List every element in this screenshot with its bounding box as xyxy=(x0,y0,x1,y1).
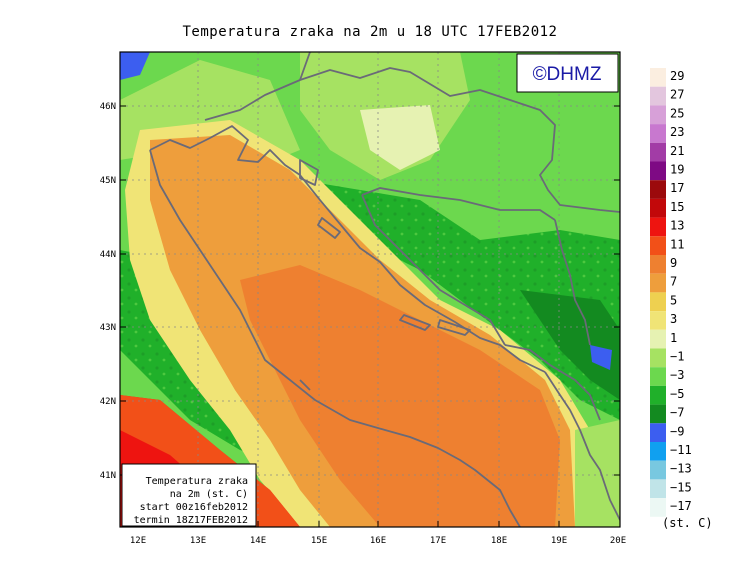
lat-label: 46N xyxy=(100,102,116,112)
legend-swatch xyxy=(650,442,666,461)
legend-swatch xyxy=(650,198,666,218)
field-dark-green xyxy=(520,290,620,400)
legend-label: 17 xyxy=(670,181,684,195)
legend-swatch xyxy=(650,367,666,386)
legend-swatch xyxy=(650,311,666,330)
map-frame xyxy=(119,51,621,528)
legend-label: 21 xyxy=(670,144,684,158)
lat-label: 43N xyxy=(100,323,116,333)
legend-swatch xyxy=(650,385,666,405)
legend-swatch xyxy=(650,273,666,293)
legend-label: 27 xyxy=(670,88,684,102)
lon-label: 15E xyxy=(311,536,327,546)
field-north-pale xyxy=(360,105,440,170)
lat-label: 42N xyxy=(100,397,116,407)
info-line: start 00z16feb2012 xyxy=(140,502,248,513)
coastlines xyxy=(149,125,546,527)
legend-swatch xyxy=(650,180,666,199)
legend-label: −15 xyxy=(670,480,692,494)
lat-label: 41N xyxy=(100,471,116,481)
legend-label: 23 xyxy=(670,125,684,139)
legend-label: −1 xyxy=(670,350,684,364)
legend-label: 19 xyxy=(670,163,684,177)
legend-label: −11 xyxy=(670,443,692,457)
info-line: Temperatura zraka xyxy=(146,476,248,487)
legend-label: 3 xyxy=(670,312,677,326)
legend-label: 29 xyxy=(670,69,684,83)
legend-swatch xyxy=(650,86,666,106)
graticule xyxy=(120,52,620,527)
field-blue-patch xyxy=(590,345,612,370)
legend-swatch xyxy=(650,348,666,368)
lon-label: 16E xyxy=(370,536,386,546)
lon-label: 13E xyxy=(190,536,206,546)
legend-label: 15 xyxy=(670,200,684,214)
legend-swatch xyxy=(650,479,666,499)
legend-label: 1 xyxy=(670,331,677,345)
legend-swatch xyxy=(650,404,666,424)
legend-swatch xyxy=(650,124,666,143)
lon-label: 18E xyxy=(491,536,507,546)
legend-label: 9 xyxy=(670,256,677,270)
map-title: Temperatura zraka na 2m u 18 UTC 17FEB20… xyxy=(182,24,558,40)
legend-label: −17 xyxy=(670,499,692,513)
legend-label: 25 xyxy=(670,106,684,120)
legend-swatch xyxy=(650,236,666,255)
legend-swatch xyxy=(650,292,666,312)
legend-swatch xyxy=(650,423,666,442)
legend-swatch xyxy=(650,142,666,162)
legend-label: 7 xyxy=(670,275,677,289)
borders xyxy=(204,52,620,521)
lon-label: 20E xyxy=(610,536,626,546)
color-legend: 29 27 25 23 21 19 17 15 13 11 9 7 5 3 1 −1 −3 −5 −7 −9 −11 −1… xyxy=(650,68,692,517)
logo-text: ©DHMZ xyxy=(533,64,602,85)
field-deep-orange xyxy=(240,265,560,527)
lon-label: 14E xyxy=(250,536,266,546)
lon-labels: 12E 13E 14E 15E 16E 17E 18E 19E 20E xyxy=(130,536,626,546)
temperature-field xyxy=(120,52,620,527)
legend-label: −3 xyxy=(670,368,684,382)
legend-swatch xyxy=(650,255,666,274)
field-blue-corner xyxy=(120,52,150,80)
legend-label: −13 xyxy=(670,462,692,476)
info-box: Temperatura zraka na 2m (st. C) start 00… xyxy=(121,463,257,527)
legend-swatch xyxy=(650,329,666,349)
info-line: na 2m (st. C) xyxy=(170,489,248,500)
legend-swatch xyxy=(650,68,666,87)
lon-label: 17E xyxy=(430,536,446,546)
legend-label: −9 xyxy=(670,424,684,438)
lat-label: 44N xyxy=(100,250,116,260)
legend-label: −5 xyxy=(670,387,684,401)
legend-swatch xyxy=(650,217,666,237)
legend-swatch xyxy=(650,498,666,517)
legend-label: 13 xyxy=(670,219,684,233)
legend-label: −7 xyxy=(670,406,684,420)
legend-swatch xyxy=(650,460,666,480)
lon-label: 12E xyxy=(130,536,146,546)
lon-label: 19E xyxy=(551,536,567,546)
legend-label: 5 xyxy=(670,293,677,307)
lat-labels: 46N 45N 44N 43N 42N 41N xyxy=(100,102,116,481)
legend-swatch xyxy=(650,105,666,125)
legend-swatch xyxy=(650,161,666,181)
dhmz-logo: ©DHMZ xyxy=(516,53,619,93)
info-line: termin 18Z17FEB2012 xyxy=(134,515,248,526)
legend-label: 11 xyxy=(670,237,684,251)
legend-unit: (st. C) xyxy=(662,516,713,530)
lat-label: 45N xyxy=(100,176,116,186)
